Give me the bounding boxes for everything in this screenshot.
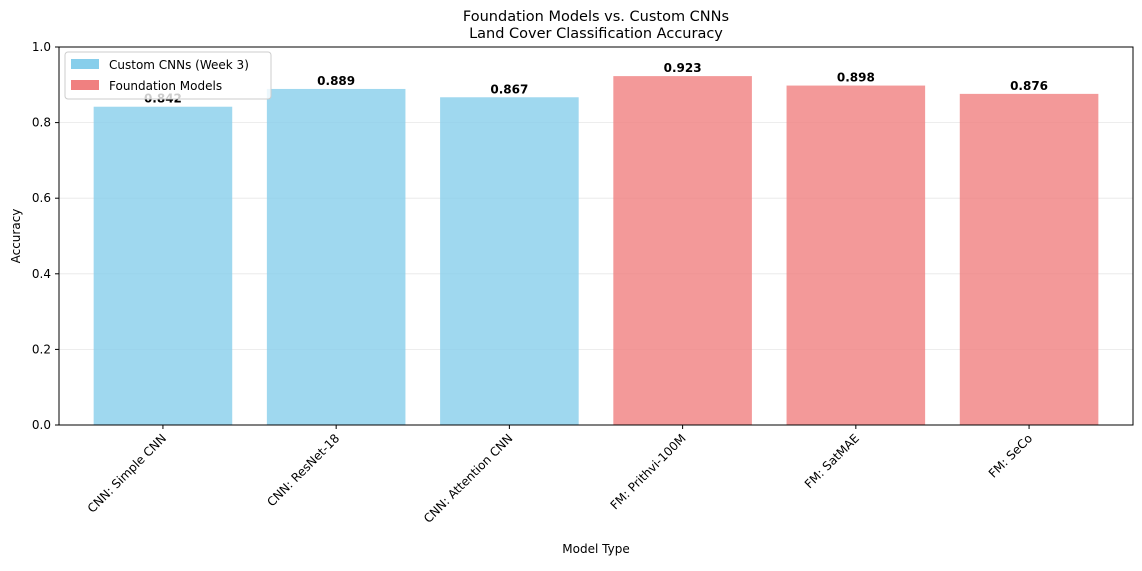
legend-box xyxy=(64,51,272,100)
x-tick-label: CNN: ResNet-18 xyxy=(264,431,342,509)
bar-fm xyxy=(613,76,752,425)
y-tick-label: 0.0 xyxy=(32,418,51,432)
gridlines xyxy=(59,122,1133,350)
y-tick-label: 0.8 xyxy=(32,116,51,130)
bar-cnn xyxy=(440,97,579,426)
legend-swatch-fm xyxy=(71,80,99,90)
legend-label-cnn: Custom CNNs (Week 3) xyxy=(109,58,249,72)
x-axis-label: Model Type xyxy=(562,542,629,556)
y-axis-label: Accuracy xyxy=(9,209,23,264)
bar-cnn xyxy=(266,88,406,425)
x-tick-label: CNN: Simple CNN xyxy=(85,431,169,515)
bar-cnn xyxy=(93,106,233,425)
legend: Custom CNNs (Week 3) Foundation Models xyxy=(64,51,272,100)
chart-subtitle: Land Cover Classification Accuracy xyxy=(469,26,723,42)
x-tick-label: FM: SatMAE xyxy=(802,431,862,491)
y-tick-label: 0.2 xyxy=(32,342,51,356)
bar-value-label: 0.923 xyxy=(664,61,702,75)
y-tick-label: 1.0 xyxy=(32,40,51,54)
bar-fm xyxy=(959,93,1099,425)
bar-value-label: 0.876 xyxy=(1010,79,1048,93)
x-tick-label: FM: Prithvi-100M xyxy=(608,431,689,512)
legend-label-fm: Foundation Models xyxy=(109,79,222,93)
plot-frame xyxy=(58,46,1134,426)
bar-value-label: 0.898 xyxy=(837,71,875,85)
y-tick-label: 0.4 xyxy=(32,267,51,281)
legend-swatch-cnn xyxy=(71,59,99,69)
x-tick-label: FM: SeCo xyxy=(986,431,1035,480)
chart-title: Foundation Models vs. Custom CNNs xyxy=(463,9,729,25)
bar-value-label: 0.889 xyxy=(317,74,355,88)
x-axis: CNN: Simple CNN CNN: ResNet-18 CNN: Attent… xyxy=(85,425,1035,526)
bar-fm xyxy=(786,85,926,425)
y-tick-label: 0.6 xyxy=(32,191,51,205)
bars xyxy=(93,76,1099,426)
bar-value-label: 0.867 xyxy=(490,82,528,96)
x-tick-label: CNN: Attention CNN xyxy=(421,431,516,526)
y-axis: 0.0 0.2 0.4 0.6 0.8 1.0 xyxy=(32,40,59,432)
